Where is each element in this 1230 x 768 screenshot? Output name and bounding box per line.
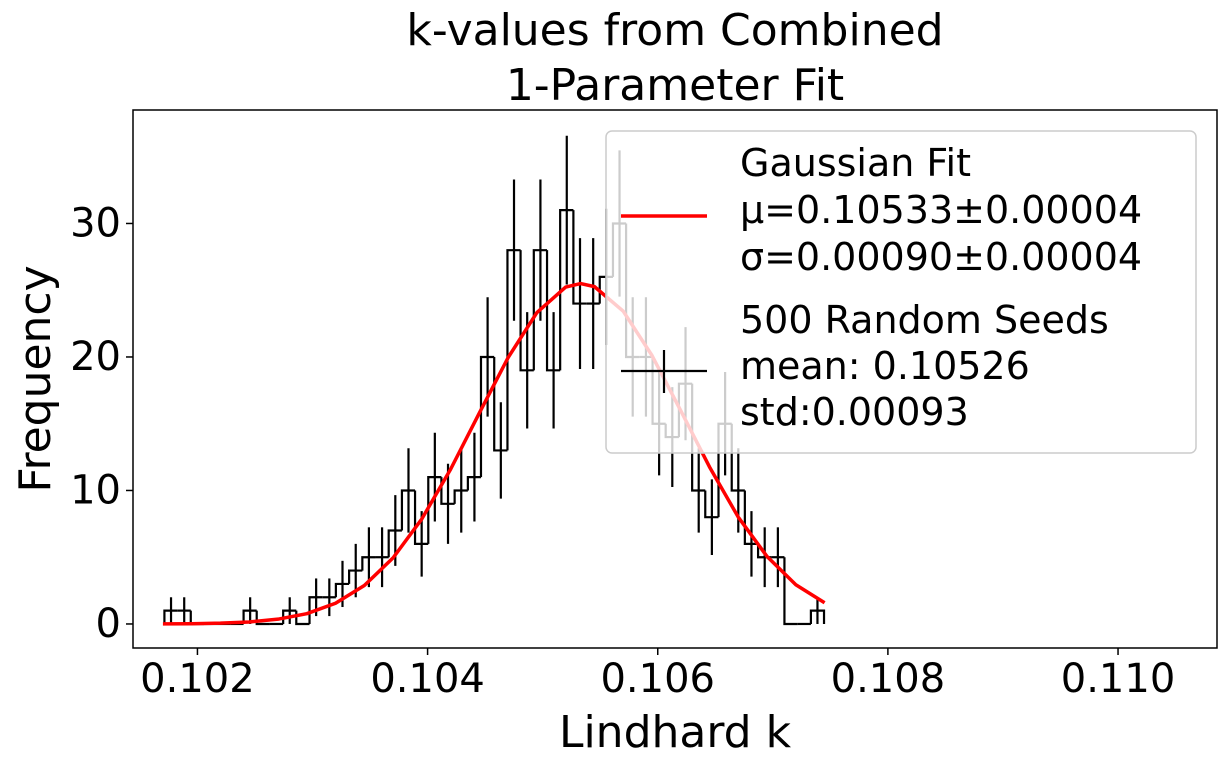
histogram-bin: [466, 476, 481, 491]
histogram-bin: [348, 569, 363, 584]
x-axis-label: Lindhard k: [559, 707, 792, 758]
histogram-bin: [506, 249, 521, 451]
histogram-bin: [163, 609, 178, 624]
histogram-bin: [493, 356, 508, 452]
x-tick-label: 0.106: [600, 656, 715, 702]
histogram-bin: [479, 355, 495, 478]
y-tick-label: 20: [70, 334, 121, 380]
histogram-bin: [545, 250, 561, 372]
histogram-bin: [308, 596, 323, 624]
y-axis-label: Frequency: [10, 265, 61, 492]
x-tick-label: 0.110: [1061, 656, 1176, 702]
fit-line: [162, 281, 826, 626]
x-tick-label: 0.102: [140, 656, 255, 702]
histogram-bin: [334, 582, 350, 598]
histogram-bin: [783, 557, 798, 626]
histogram-bin: [704, 490, 719, 519]
histogram-bin: [519, 250, 534, 372]
y-tick-label: 0: [96, 601, 121, 647]
histogram-bin: [413, 490, 429, 545]
x-tick-label: 0.108: [831, 656, 946, 702]
legend-label: Gaussian Fit μ=0.10533±0.00004 σ=0.00090±0…: [740, 141, 1142, 279]
histogram-bin: [453, 489, 468, 504]
plot-frame: [132, 109, 1218, 649]
legend-box: [605, 130, 1197, 454]
histogram-bin: [743, 490, 759, 545]
legend-label: 500 Random Seeds mean: 0.10526 std:0.00093: [740, 298, 1109, 434]
histogram-bin: [242, 609, 257, 624]
histogram-bin: [255, 610, 270, 626]
y-tick-label: 10: [70, 467, 121, 513]
histogram-bin: [532, 249, 548, 371]
histogram-bin: [559, 209, 574, 371]
chart-title: k-values from Combined 1-Parameter Fit: [406, 5, 943, 111]
histogram-bin: [361, 556, 376, 571]
histogram-bin: [427, 476, 442, 544]
histogram-bin: [572, 210, 587, 305]
histogram-bin: [387, 529, 402, 558]
x-tick-label: 0.104: [370, 656, 485, 702]
histogram-bin: [400, 489, 416, 531]
y-tick-label: 30: [70, 200, 121, 246]
